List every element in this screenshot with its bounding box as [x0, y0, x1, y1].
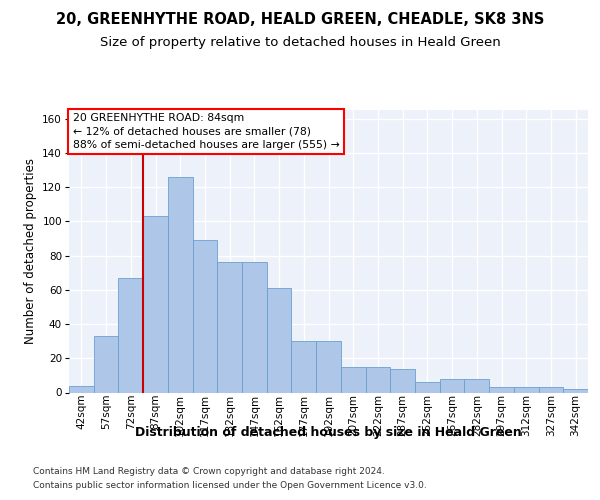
- Bar: [440, 379, 464, 392]
- Bar: [415, 382, 440, 392]
- Text: Size of property relative to detached houses in Heald Green: Size of property relative to detached ho…: [100, 36, 500, 49]
- Bar: [341, 367, 365, 392]
- Bar: [316, 341, 341, 392]
- Bar: [217, 262, 242, 392]
- Bar: [390, 368, 415, 392]
- Text: 20, GREENHYTHE ROAD, HEALD GREEN, CHEADLE, SK8 3NS: 20, GREENHYTHE ROAD, HEALD GREEN, CHEADL…: [56, 12, 544, 28]
- Bar: [489, 388, 514, 392]
- Text: Distribution of detached houses by size in Heald Green: Distribution of detached houses by size …: [136, 426, 522, 439]
- Bar: [267, 288, 292, 393]
- Bar: [168, 177, 193, 392]
- Bar: [514, 388, 539, 392]
- Bar: [365, 367, 390, 392]
- Bar: [242, 262, 267, 392]
- Text: Contains public sector information licensed under the Open Government Licence v3: Contains public sector information licen…: [33, 481, 427, 490]
- Bar: [539, 388, 563, 392]
- Bar: [292, 341, 316, 392]
- Bar: [94, 336, 118, 392]
- Bar: [69, 386, 94, 392]
- Bar: [464, 379, 489, 392]
- Text: Contains HM Land Registry data © Crown copyright and database right 2024.: Contains HM Land Registry data © Crown c…: [33, 467, 385, 476]
- Text: 20 GREENHYTHE ROAD: 84sqm
← 12% of detached houses are smaller (78)
88% of semi-: 20 GREENHYTHE ROAD: 84sqm ← 12% of detac…: [73, 114, 340, 150]
- Bar: [193, 240, 217, 392]
- Y-axis label: Number of detached properties: Number of detached properties: [24, 158, 37, 344]
- Bar: [118, 278, 143, 392]
- Bar: [563, 389, 588, 392]
- Bar: [143, 216, 168, 392]
